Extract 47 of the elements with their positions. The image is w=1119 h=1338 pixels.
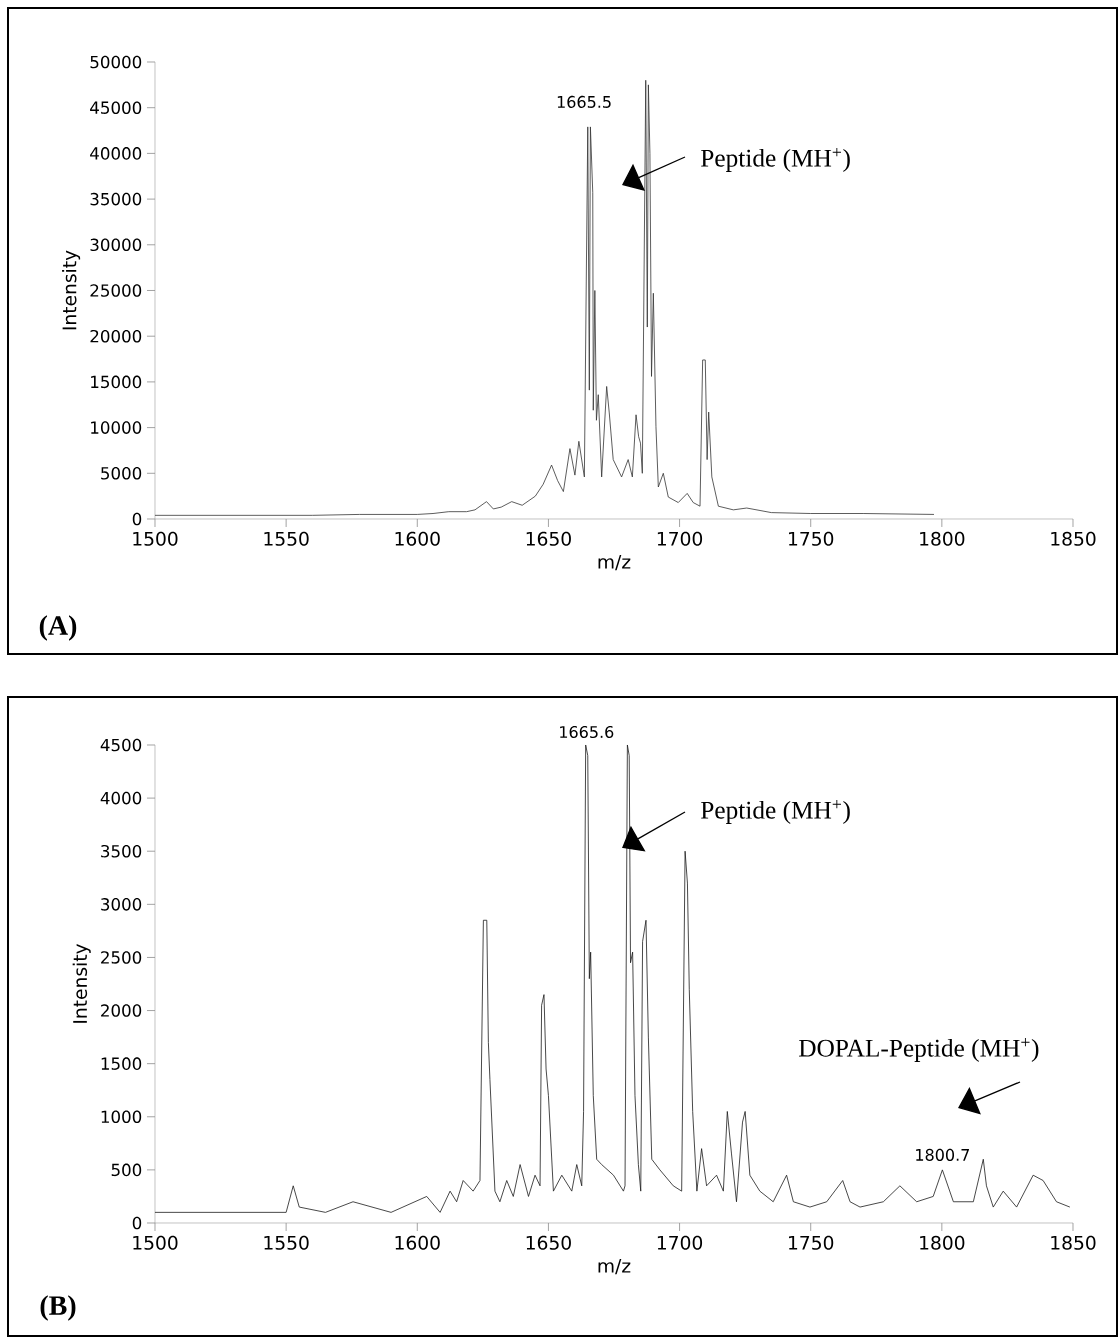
x-axis-title: m/z xyxy=(598,1258,631,1275)
y-axis-title: Intensity xyxy=(62,250,81,330)
x-tick-label: 1700 xyxy=(657,1235,703,1250)
text: (B) xyxy=(40,1295,76,1321)
x-tick-label: 1600 xyxy=(395,1235,440,1250)
x-tick-label: 1750 xyxy=(789,531,834,546)
y-tick-label: 4500 xyxy=(100,738,142,752)
y-tick-label: 5000 xyxy=(101,466,142,480)
y-tick-label: 500 xyxy=(111,1163,142,1177)
x-tick-label: 1850 xyxy=(1051,1235,1096,1250)
y-tick-label: 2500 xyxy=(101,951,142,964)
x-axis-title: m/z xyxy=(598,554,631,571)
x-tick-label: 1600 xyxy=(395,531,440,546)
x-tick-label: 1700 xyxy=(657,531,703,546)
y-axis-title: Intensity xyxy=(72,943,91,1023)
x-tick-label: 1650 xyxy=(526,1235,571,1250)
annotation: Peptide (MH$^{+}$) xyxy=(701,800,850,824)
y-tick-label: 2000 xyxy=(101,1004,142,1017)
y-tick-label: 45000 xyxy=(90,101,142,114)
x-tick-label: 1850 xyxy=(1051,531,1096,546)
y-tick-label: 25000 xyxy=(90,284,142,297)
y-tick-label: 10000 xyxy=(91,421,142,434)
y-tick-label: 1000 xyxy=(101,1110,142,1124)
annotation: 1800.7 xyxy=(916,1148,969,1161)
y-tick-label: 0 xyxy=(132,512,142,526)
y-tick-label: 0 xyxy=(132,1216,142,1230)
x-tick-label: 1550 xyxy=(264,1235,309,1250)
x-tick-label: 1800 xyxy=(920,531,965,546)
y-tick-label: 35000 xyxy=(90,192,142,206)
y-tick-label: 4000 xyxy=(100,791,142,805)
annotation: Peptide (MH$^{+}$) xyxy=(701,148,850,172)
y-tick-label: 3000 xyxy=(101,898,142,911)
y-tick-label: 3500 xyxy=(101,844,142,858)
annotation: 1665.5 xyxy=(557,95,611,108)
annotation: DOPAL-Peptide (MH$^{+}$) xyxy=(799,1038,1039,1062)
annotation: 1665.6 xyxy=(560,725,614,739)
text: (A) xyxy=(39,615,77,641)
y-tick-label: 20000 xyxy=(90,329,142,343)
y-tick-label: 1500 xyxy=(101,1057,142,1070)
y-tick-label: 15000 xyxy=(91,375,142,389)
y-tick-label: 40000 xyxy=(90,147,142,160)
x-tick-label: 1750 xyxy=(789,1235,834,1250)
y-tick-label: 50000 xyxy=(90,55,142,69)
x-tick-label: 1650 xyxy=(526,531,571,546)
x-tick-label: 1550 xyxy=(264,531,309,546)
y-tick-label: 30000 xyxy=(90,238,142,252)
x-tick-label: 1800 xyxy=(920,1235,965,1250)
